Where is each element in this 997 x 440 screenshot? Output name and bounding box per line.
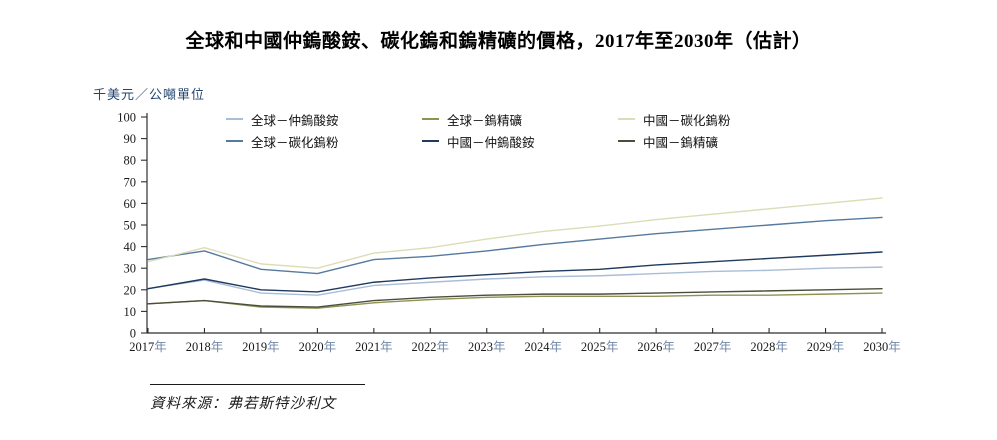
x-tick-label: 2018年 [186, 340, 224, 354]
series-line-全球－仲鎢酸銨 [147, 266, 883, 296]
y-tick-label: 20 [124, 283, 137, 297]
chart-canvas: 0 10 20 30 40 50 60 70 80 90 100 2017年 2018年 2019年 202… [117, 111, 901, 355]
series-line-中國－鎢精礦 [147, 288, 883, 308]
series-line-全球－碳化鎢粉 [147, 216, 883, 275]
x-tick-label: 2028年 [750, 340, 788, 354]
x-tick-label: 2027年 [694, 340, 732, 354]
price-line-chart: 0 10 20 30 40 50 60 70 80 90 100 2017年 2018年 2019年 202… [0, 100, 997, 380]
legend-label: 全球－鎢精礦 [447, 113, 523, 128]
legend-line-swatch [226, 118, 243, 120]
legend-item: 中國－仲鎢酸銨 [422, 132, 618, 151]
y-tick-label: 60 [124, 197, 137, 211]
y-tick-label: 30 [124, 262, 137, 276]
y-tick-label: 90 [124, 132, 137, 146]
y-axis-unit-label: 千美元／公噸單位 [93, 87, 206, 102]
y-tick-label: 50 [124, 219, 137, 233]
x-tick-label: 2021年 [355, 340, 393, 354]
legend-item: 全球－碳化鎢粉 [226, 132, 422, 151]
legend-label: 中國－鎢精礦 [643, 135, 719, 150]
legend-line-swatch [618, 118, 635, 120]
y-tick-label: 40 [124, 240, 137, 254]
x-tick-label: 2019年 [242, 340, 280, 354]
y-tick-label: 80 [124, 154, 137, 168]
x-tick-label: 2017年 [129, 340, 167, 354]
series-line-全球－鎢精礦 [147, 292, 883, 309]
legend-line-swatch [226, 140, 243, 142]
legend-label: 全球－仲鎢酸銨 [251, 113, 339, 128]
x-tick-label: 2023年 [468, 340, 506, 354]
chart-legend: 全球－仲鎢酸銨 全球－碳化鎢粉 全球－鎢精礦 中國－仲鎢酸銨 中國－碳化鎢粉 中國－鎢精礦 [226, 108, 814, 152]
legend-item: 全球－鎢精礦 [422, 110, 618, 129]
legend-item: 全球－仲鎢酸銨 [226, 110, 422, 129]
chart-title: 全球和中國仲鎢酸銨、碳化鎢和鎢精礦的價格，2017年至2030年（估計） [185, 31, 812, 52]
series-line-中國－仲鎢酸銨 [147, 251, 883, 293]
legend-item: 中國－碳化鎢粉 [618, 110, 814, 129]
legend-line-swatch [422, 118, 439, 120]
legend-label: 全球－碳化鎢粉 [251, 135, 339, 150]
x-tick-label: 2029年 [807, 340, 845, 354]
x-tick-label: 2025年 [581, 340, 619, 354]
legend-line-swatch [422, 140, 439, 142]
source-note: 資料來源：弗若斯特沙利文 [150, 396, 336, 412]
source-divider [150, 384, 365, 385]
x-tick-label: 2022年 [412, 340, 450, 354]
series-line-中國－碳化鎢粉 [147, 197, 883, 269]
y-tick-label: 100 [117, 111, 136, 125]
y-tick-label: 10 [124, 305, 137, 319]
x-tick-label: 2026年 [637, 340, 675, 354]
legend-label: 中國－仲鎢酸銨 [447, 135, 535, 150]
x-tick-label: 2024年 [524, 340, 562, 354]
legend-item: 中國－鎢精礦 [618, 132, 814, 151]
legend-line-swatch [618, 140, 635, 142]
x-tick-label: 2030年 [863, 340, 901, 354]
x-tick-label: 2020年 [299, 340, 337, 354]
legend-label: 中國－碳化鎢粉 [643, 113, 731, 128]
y-tick-label: 70 [124, 175, 137, 189]
y-tick-label: 0 [130, 327, 136, 341]
